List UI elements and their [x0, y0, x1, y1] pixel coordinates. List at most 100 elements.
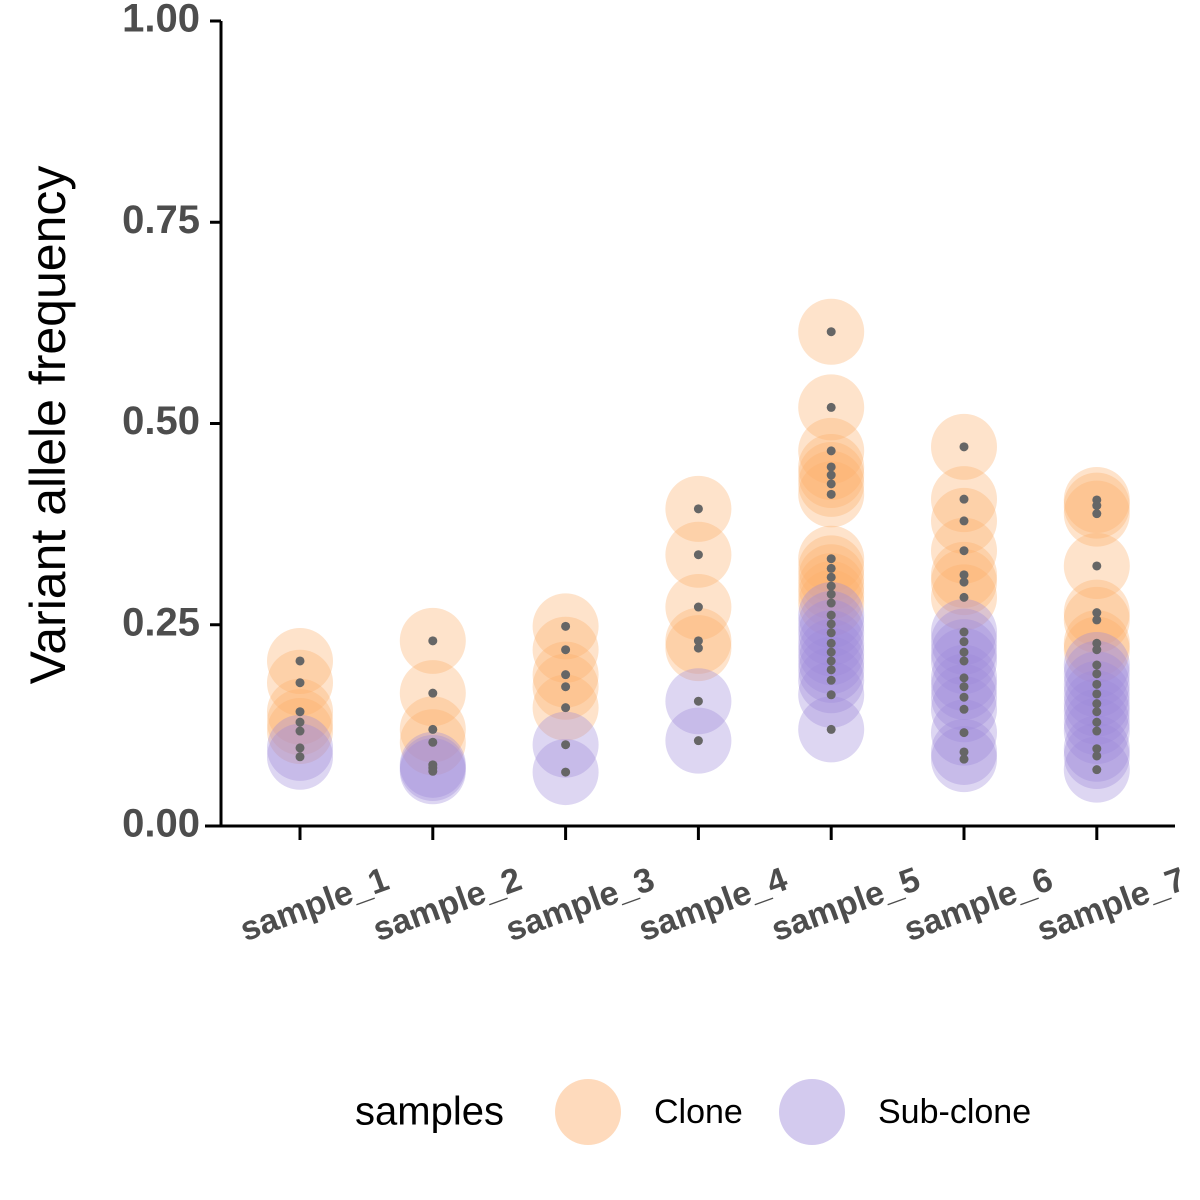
point [959, 747, 969, 757]
point [295, 717, 305, 727]
point [693, 736, 703, 746]
legend-swatch [555, 1079, 621, 1145]
point [295, 707, 305, 717]
y-tick-label: 0.50 [122, 399, 200, 443]
point [826, 619, 836, 629]
point [295, 743, 305, 753]
point [959, 577, 969, 587]
point [826, 665, 836, 675]
point [1092, 615, 1102, 625]
point [826, 489, 836, 499]
point [959, 494, 969, 504]
x-tick-label: sample_1 [235, 860, 394, 949]
x-tick-label: sample_2 [368, 860, 527, 949]
point [826, 402, 836, 412]
point [959, 647, 969, 657]
point [693, 550, 703, 560]
point [959, 656, 969, 666]
point [428, 688, 438, 698]
point [826, 581, 836, 591]
legend-label: Clone [654, 1093, 743, 1131]
y-tick-label: 0.00 [122, 802, 200, 846]
y-axis-title: Variant allele frequency [20, 166, 76, 685]
legend-swatch [779, 1079, 845, 1145]
point [1092, 608, 1102, 618]
point [959, 637, 969, 647]
point [1092, 561, 1102, 571]
point [959, 692, 969, 702]
point [959, 682, 969, 692]
point [1092, 679, 1102, 689]
y-tick-label: 1.00 [122, 0, 200, 41]
point [959, 546, 969, 556]
point [693, 643, 703, 653]
point [693, 504, 703, 514]
point [561, 621, 571, 631]
point [295, 656, 305, 666]
point [561, 682, 571, 692]
legend-title: samples [355, 1090, 504, 1134]
x-tick-label: sample_5 [766, 860, 925, 949]
point [826, 479, 836, 489]
point [959, 673, 969, 683]
point [826, 598, 836, 608]
point [428, 724, 438, 734]
point [693, 636, 703, 646]
point [561, 670, 571, 680]
point [561, 740, 571, 750]
point [1092, 699, 1102, 709]
point [1092, 645, 1102, 655]
point [295, 678, 305, 688]
point [826, 724, 836, 734]
point [826, 610, 836, 620]
point [428, 636, 438, 646]
point [959, 627, 969, 637]
point [1092, 509, 1102, 519]
point [826, 656, 836, 666]
point [1092, 717, 1102, 727]
point [959, 754, 969, 764]
point [693, 696, 703, 706]
x-tick-label: sample_6 [899, 860, 1058, 949]
legend-label: Sub-clone [878, 1093, 1031, 1131]
point [826, 563, 836, 573]
point [561, 645, 571, 655]
point [295, 726, 305, 736]
point [826, 327, 836, 337]
point [1092, 638, 1102, 648]
point [561, 703, 571, 713]
point [826, 647, 836, 657]
point [1092, 707, 1102, 717]
point [1092, 744, 1102, 754]
x-tick-label: sample_7 [1032, 860, 1191, 949]
point [826, 554, 836, 564]
point [826, 470, 836, 480]
point [826, 690, 836, 700]
point [693, 602, 703, 612]
y-tick-label: 0.75 [122, 198, 200, 242]
point [561, 767, 571, 777]
point [826, 589, 836, 599]
point [1092, 689, 1102, 699]
point [826, 446, 836, 456]
point [1092, 660, 1102, 670]
point [826, 628, 836, 638]
point [959, 704, 969, 714]
point [959, 570, 969, 580]
point [959, 592, 969, 602]
point [826, 638, 836, 648]
y-tick-label: 0.25 [122, 600, 200, 644]
point [428, 763, 438, 773]
x-tick-label: sample_3 [501, 860, 660, 949]
point [959, 728, 969, 738]
point [428, 737, 438, 747]
point [295, 752, 305, 762]
point [959, 516, 969, 526]
x-tick-label: sample_4 [634, 860, 793, 949]
point [1092, 765, 1102, 775]
point [1092, 669, 1102, 679]
point [826, 675, 836, 685]
point [1092, 726, 1102, 736]
point [1092, 501, 1102, 511]
